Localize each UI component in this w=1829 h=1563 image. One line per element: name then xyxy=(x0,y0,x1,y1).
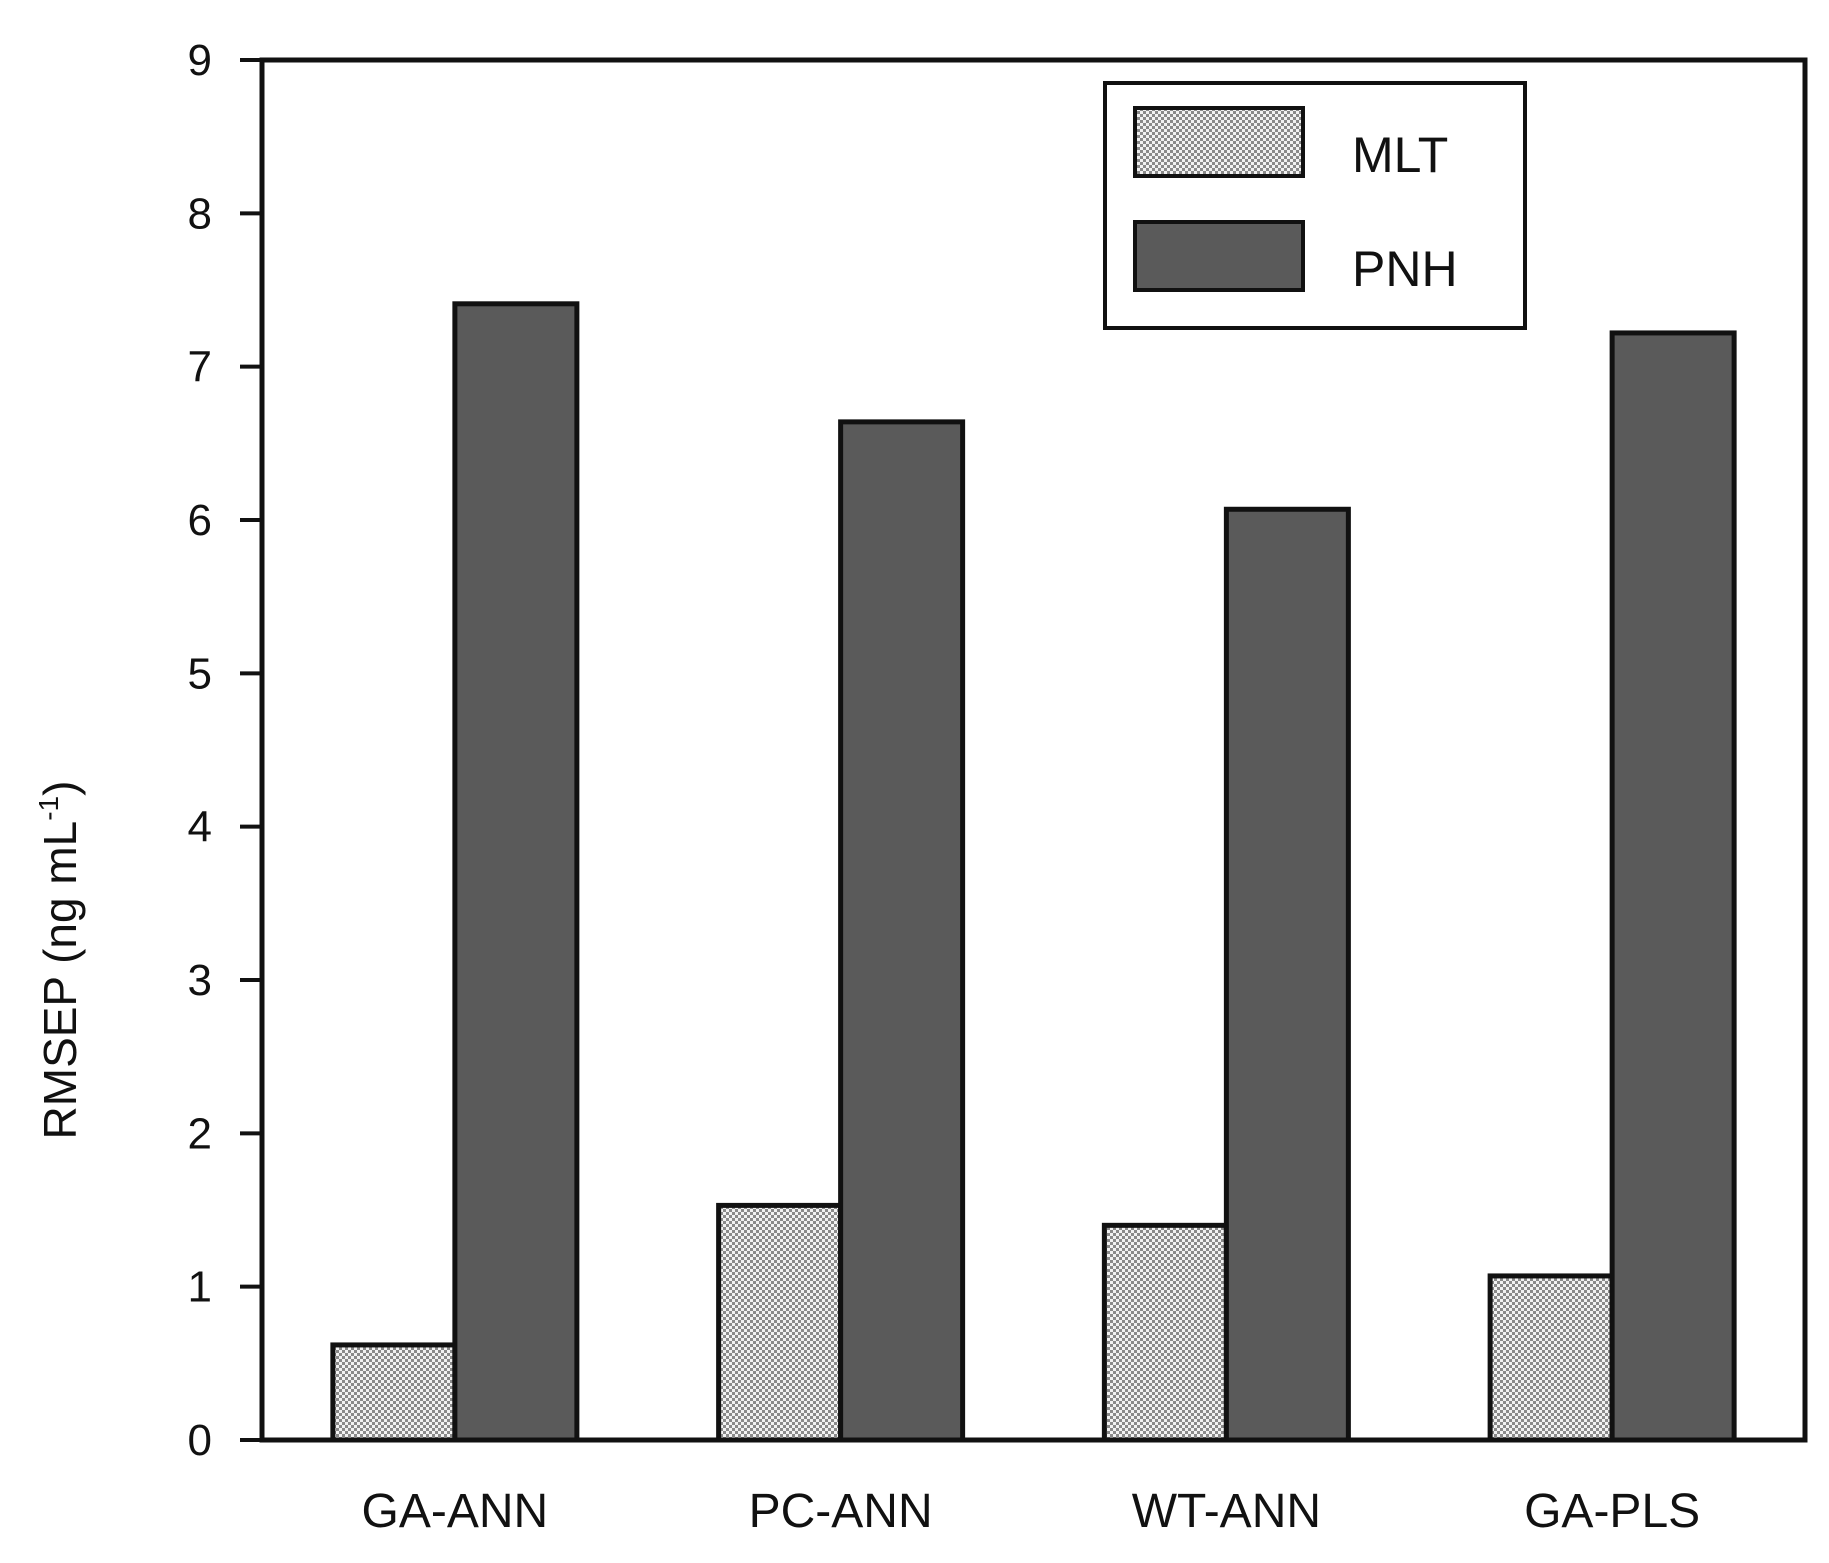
legend-swatch-pnh xyxy=(1133,220,1305,292)
y-tick-label: 0 xyxy=(188,1416,212,1465)
y-tick-label: 4 xyxy=(188,803,212,852)
legend-swatch-mlt xyxy=(1133,106,1305,178)
bar-mlt-ga-ann xyxy=(330,1342,458,1443)
bar-pnh-pc-ann xyxy=(838,419,966,1443)
x-category-label: GA-PLS xyxy=(1524,1485,1700,1538)
y-tick-label: 2 xyxy=(188,1109,212,1158)
bar-mlt-wt-ann xyxy=(1101,1222,1229,1443)
y-axis-title: RMSEP (ng mL-1) xyxy=(33,781,86,1140)
bar-pnh-ga-pls xyxy=(1609,330,1737,1443)
bar-mlt-pc-ann xyxy=(716,1202,844,1443)
bar-pnh-wt-ann xyxy=(1223,506,1351,1443)
plot-frame xyxy=(259,57,1808,1443)
legend-label-mlt: MLT xyxy=(1352,127,1448,183)
y-tick-label: 9 xyxy=(188,36,212,85)
y-tick-label: 8 xyxy=(188,189,212,238)
x-category-label: GA-ANN xyxy=(362,1485,549,1538)
x-category-label: PC-ANN xyxy=(749,1485,933,1538)
y-axis: 0 1 2 3 4 5 6 7 8 9 xyxy=(188,36,262,1465)
y-tick-label: 1 xyxy=(188,1263,212,1312)
legend: MLT PNH xyxy=(1103,81,1527,330)
bars-group xyxy=(330,301,1737,1443)
y-tick-label: 6 xyxy=(188,496,212,545)
y-tick-label: 3 xyxy=(188,956,212,1005)
y-tick-label: 7 xyxy=(188,343,212,392)
x-category-label: WT-ANN xyxy=(1132,1485,1321,1538)
bar-pnh-ga-ann xyxy=(452,301,580,1443)
x-axis: GA-ANN PC-ANN WT-ANN GA-PLS xyxy=(362,1485,1701,1538)
legend-label-pnh: PNH xyxy=(1352,241,1458,297)
y-tick-label: 5 xyxy=(188,649,212,698)
bar-mlt-ga-pls xyxy=(1487,1273,1615,1443)
